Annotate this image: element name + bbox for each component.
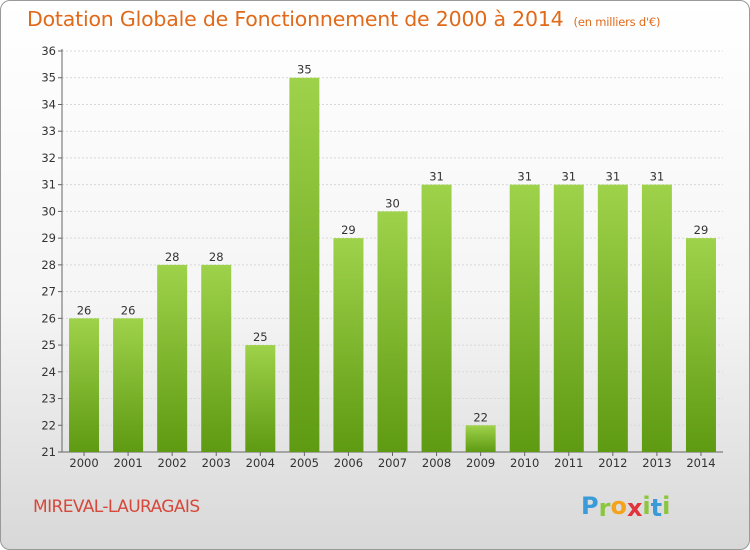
bar xyxy=(641,184,672,452)
logo-letter: i xyxy=(662,492,671,520)
x-tick-label: 2002 xyxy=(158,456,187,470)
logo-letter: t xyxy=(650,494,663,522)
bar xyxy=(509,184,540,452)
bar-value-label: 31 xyxy=(561,170,576,184)
y-tick-label: 27 xyxy=(41,285,56,299)
logo-letter: x xyxy=(626,494,643,522)
bar xyxy=(157,264,188,452)
x-tick-label: 2003 xyxy=(202,456,231,470)
x-tick-label: 2010 xyxy=(510,456,539,470)
bar-value-label: 31 xyxy=(606,170,621,184)
logo-letter: r xyxy=(598,494,611,522)
bar xyxy=(597,184,628,452)
x-tick-label: 2006 xyxy=(334,456,363,470)
bar xyxy=(113,318,144,452)
bar-value-label: 26 xyxy=(77,303,92,317)
y-tick-label: 25 xyxy=(41,338,56,352)
bar xyxy=(685,238,716,452)
y-tick-label: 32 xyxy=(41,151,56,165)
y-tick-label: 30 xyxy=(41,204,56,218)
bar-value-label: 31 xyxy=(429,170,444,184)
bar-value-label: 28 xyxy=(165,250,180,264)
bar-value-label: 30 xyxy=(385,196,400,210)
y-tick-label: 34 xyxy=(41,97,56,111)
bar-value-label: 29 xyxy=(341,223,356,237)
y-tick-label: 36 xyxy=(41,44,56,58)
proxiti-logo[interactable]: Proxiti xyxy=(581,492,671,522)
y-tick-label: 26 xyxy=(41,311,56,325)
chart-title-text: Dotation Globale de Fonctionnement de 20… xyxy=(27,7,564,31)
bar xyxy=(377,211,408,452)
bar xyxy=(69,318,100,452)
bar xyxy=(289,77,320,452)
y-tick-label: 31 xyxy=(41,178,56,192)
bar xyxy=(465,425,496,452)
bar-value-label: 35 xyxy=(297,63,312,77)
x-tick-label: 2000 xyxy=(69,456,98,470)
bar xyxy=(421,184,452,452)
x-tick-label: 2004 xyxy=(246,456,275,470)
bar-value-label: 29 xyxy=(694,223,709,237)
y-tick-label: 24 xyxy=(41,365,56,379)
x-tick-label: 2001 xyxy=(113,456,142,470)
bar xyxy=(333,238,364,452)
y-tick-label: 29 xyxy=(41,231,56,245)
bar-value-label: 31 xyxy=(650,170,665,184)
x-tick-label: 2011 xyxy=(554,456,583,470)
bar-value-label: 25 xyxy=(253,330,268,344)
x-tick-label: 2013 xyxy=(642,456,671,470)
logo-letter: i xyxy=(642,492,651,520)
logo-letter: P xyxy=(581,492,599,520)
y-tick-label: 22 xyxy=(41,418,56,432)
bar-value-label: 26 xyxy=(121,303,136,317)
chart-title: Dotation Globale de Fonctionnement de 20… xyxy=(27,7,661,31)
x-tick-label: 2012 xyxy=(598,456,627,470)
x-tick-label: 2009 xyxy=(466,456,495,470)
y-tick-label: 33 xyxy=(41,124,56,138)
commune-name: MIREVAL-LAURAGAIS xyxy=(33,497,200,517)
x-tick-label: 2014 xyxy=(686,456,715,470)
x-tick-label: 2007 xyxy=(378,456,407,470)
bar-value-label: 28 xyxy=(209,250,224,264)
y-tick-label: 23 xyxy=(41,392,56,406)
x-tick-label: 2005 xyxy=(290,456,319,470)
bar-chart: 21 22 23 24 25 26 27 28 29 30 31 32 33 34 35 36 26 2000 26… xyxy=(41,44,723,470)
y-tick-label: 28 xyxy=(41,258,56,272)
chart-unit-label: (en milliers d'€) xyxy=(573,15,661,29)
bar xyxy=(245,345,276,452)
y-tick-label: 21 xyxy=(41,445,56,459)
bar-value-label: 31 xyxy=(517,170,532,184)
y-tick-label: 35 xyxy=(41,71,56,85)
bar-value-label: 22 xyxy=(473,410,488,424)
bar xyxy=(553,184,584,452)
x-tick-label: 2008 xyxy=(422,456,451,470)
logo-letter: o xyxy=(610,492,627,520)
bar xyxy=(201,264,232,452)
